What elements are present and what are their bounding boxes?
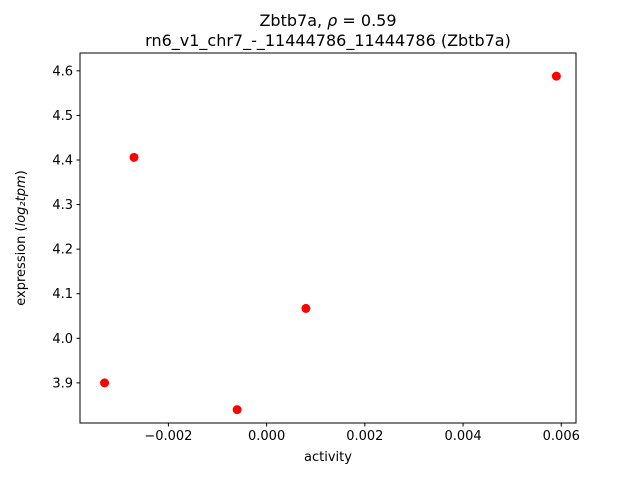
data-point [301,303,311,313]
y-tick-label: 4.2 [52,243,73,258]
data-point [232,405,242,415]
y-label-math: log₂tpm [14,175,29,226]
y-tick-label: 4.5 [52,109,73,124]
x-tick-label: −0.002 [144,429,192,444]
y-tick-label: 4.4 [52,153,73,168]
data-point [551,71,561,81]
title-gene-label: Zbtb7a, [259,11,327,30]
title-rho-value: = 0.59 [337,11,396,30]
y-axis-label: expression (log₂tpm) [14,170,29,305]
y-tick-label: 4.3 [52,198,73,213]
plot-frame [79,52,577,424]
y-label-prefix: expression ( [14,226,29,305]
x-tick-label: 0.006 [543,429,580,444]
title-rho-symbol: ρ [327,11,337,30]
chart-title-line2: rn6_v1_chr7_-_11444786_11444786 (Zbtb7a) [145,31,511,51]
x-tick-label: 0.004 [444,429,481,444]
chart-title-line1: Zbtb7a, ρ = 0.59 [259,11,396,30]
scatter-points [100,71,561,415]
x-axis-ticks: −0.002 0.000 0.002 0.004 0.006 [144,423,580,444]
x-axis-label: activity [304,450,352,465]
data-point [129,152,139,162]
y-tick-label: 4.1 [52,287,73,302]
y-tick-label: 4.6 [52,64,73,79]
y-tick-label: 4.0 [52,332,73,347]
y-axis-ticks: 3.9 4.0 4.1 4.2 4.3 4.4 4.5 4.6 [52,64,80,391]
x-tick-label: 0.002 [346,429,383,444]
y-tick-label: 3.9 [52,376,73,391]
x-tick-label: 0.000 [248,429,285,444]
y-label-suffix: ) [14,170,29,175]
data-point [100,378,110,388]
